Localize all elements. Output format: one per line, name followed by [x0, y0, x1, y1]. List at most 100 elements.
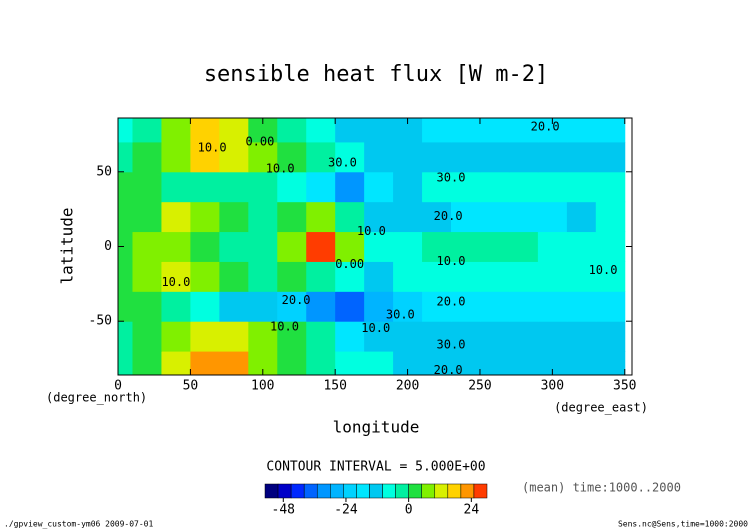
cell	[306, 171, 336, 203]
cell	[566, 171, 597, 203]
y-unit: (degree_north)	[46, 391, 147, 405]
colorbar-box	[421, 483, 436, 499]
cell	[277, 351, 307, 376]
cell	[306, 261, 336, 292]
colorbar-box	[316, 483, 331, 499]
cell	[277, 291, 307, 322]
cell	[277, 231, 307, 262]
colorbar-box	[277, 483, 292, 499]
cell	[364, 231, 394, 262]
x-tick-label: 250	[468, 379, 491, 394]
cell	[248, 171, 278, 203]
colorbar-box	[356, 483, 370, 499]
cell	[132, 261, 162, 292]
cell	[422, 171, 452, 203]
cell	[566, 261, 597, 292]
contour-label: 30.0	[437, 338, 466, 352]
cell	[566, 351, 597, 376]
y-tick-label: 0	[104, 239, 112, 254]
colorbar-box	[447, 483, 462, 499]
cell	[335, 231, 365, 262]
cell	[393, 291, 423, 322]
cell	[132, 171, 162, 203]
contour-interval: CONTOUR INTERVAL = 5.000E+00	[266, 460, 485, 475]
y-tick-label: -50	[89, 314, 112, 329]
cell	[335, 141, 365, 173]
cell	[277, 201, 307, 233]
cell	[479, 261, 510, 292]
cell	[566, 201, 597, 233]
cell	[306, 201, 336, 233]
contour-label: 20.0	[282, 293, 311, 307]
cell	[422, 118, 452, 143]
colorbar-tick-label: 24	[464, 503, 480, 518]
cell	[335, 351, 365, 376]
cell	[566, 141, 597, 173]
cell	[335, 171, 365, 203]
cell	[219, 291, 249, 322]
cell	[393, 261, 423, 292]
cell	[537, 261, 568, 292]
cell	[132, 201, 162, 233]
cell	[508, 351, 539, 376]
contour-label: 10.0	[589, 263, 618, 277]
cell	[335, 201, 365, 233]
cell	[451, 141, 481, 173]
cell	[219, 321, 249, 352]
contour-label: 30.0	[437, 170, 466, 184]
contour-label: 10.0	[198, 140, 227, 154]
cell	[364, 351, 394, 376]
cell	[248, 321, 278, 352]
cell	[537, 171, 568, 203]
cell	[364, 118, 394, 143]
colorbar-box	[395, 483, 409, 499]
cell	[595, 231, 626, 262]
cell	[277, 171, 307, 203]
mean-note: (mean) time:1000..2000	[522, 481, 681, 495]
cell	[537, 141, 568, 173]
cell	[566, 231, 597, 262]
cell	[161, 171, 191, 203]
cell	[479, 118, 510, 143]
contour-label: 0.00	[335, 257, 364, 271]
x-tick-label: 100	[251, 379, 274, 394]
cell	[479, 201, 510, 233]
cell	[190, 321, 220, 352]
colorbar-box	[369, 483, 383, 499]
colorbar-box	[460, 483, 475, 499]
cell	[248, 291, 278, 322]
cell	[595, 261, 626, 292]
cell	[537, 201, 568, 233]
cell	[393, 141, 423, 173]
cell	[479, 321, 510, 352]
cell	[161, 118, 191, 143]
cell	[219, 118, 249, 143]
cell	[393, 171, 423, 203]
cell	[161, 141, 191, 173]
footer-left: ./gpview_custom-ym06 2009-07-01	[4, 520, 153, 529]
cell	[219, 351, 249, 376]
colorbar-tick-label: -24	[334, 503, 358, 518]
cell	[508, 141, 539, 173]
cell	[595, 291, 626, 322]
footer-right: Sens.nc@Sens,time=1000:2000	[618, 520, 748, 529]
cell	[566, 321, 597, 352]
contour-label: 20.0	[434, 209, 463, 223]
colorbar-box	[408, 483, 422, 499]
cell	[219, 231, 249, 262]
cell	[595, 351, 626, 376]
cell	[595, 201, 626, 233]
cell	[306, 231, 336, 262]
cell	[393, 231, 423, 262]
y-tick-label: 50	[96, 164, 112, 179]
cell	[479, 141, 510, 173]
cell	[118, 261, 133, 292]
cell	[118, 201, 133, 233]
colorbar-tick-label: 0	[405, 503, 413, 518]
cell	[422, 261, 452, 292]
cell	[451, 201, 481, 233]
colorbar-box	[343, 483, 357, 499]
cell	[508, 291, 539, 322]
cell	[248, 261, 278, 292]
cell	[422, 321, 452, 352]
